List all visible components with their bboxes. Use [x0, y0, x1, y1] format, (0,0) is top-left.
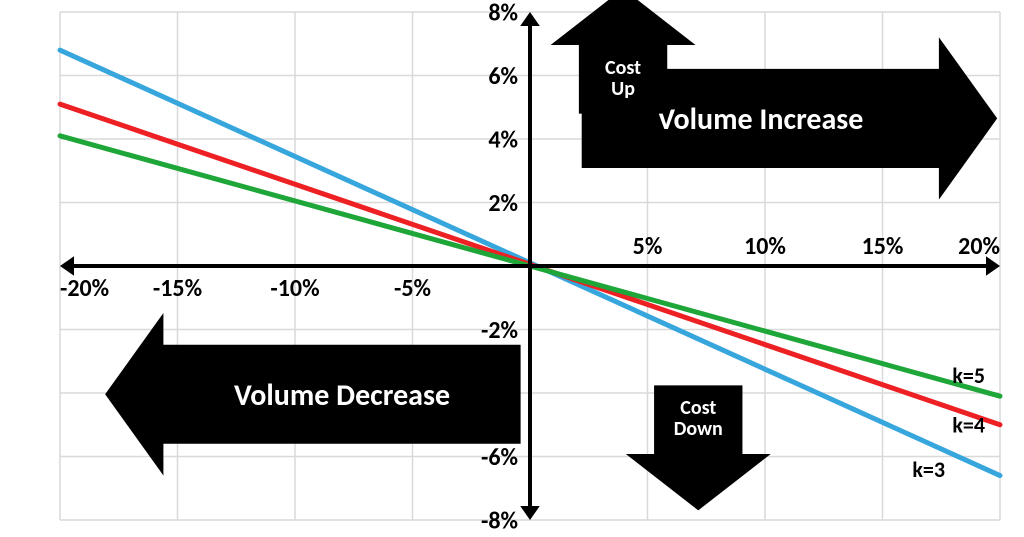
- volume-increase-arrow-label: Volume Increase: [657, 101, 863, 138]
- cost-up-arrow-label-2: Up: [611, 77, 635, 101]
- y-tick-label: 8%: [488, 0, 518, 27]
- x-tick-label: -5%: [394, 274, 431, 303]
- x-tick-label: 10%: [744, 232, 786, 261]
- y-tick-label: 4%: [488, 125, 518, 154]
- x-tick-label: 15%: [862, 232, 904, 261]
- cost-down-arrow-label-2: Down: [674, 417, 723, 441]
- y-tick-label: 2%: [488, 189, 518, 218]
- volume-decrease-arrow-label: Volume Decrease: [234, 377, 450, 414]
- y-tick-label: -8%: [481, 506, 518, 535]
- x-tick-label: 5%: [633, 232, 663, 261]
- volume-decrease-arrow: Volume Decrease: [105, 313, 520, 475]
- chart-stage: -20%-15%-10%-5%5%10%15%20%-8%-6%-4%-2%2%…: [0, 0, 1024, 537]
- y-tick-label: 6%: [488, 62, 518, 91]
- y-tick-label: -6%: [481, 443, 518, 472]
- series-label: k=5: [952, 362, 985, 389]
- series-label: k=3: [912, 456, 945, 483]
- x-tick-label: -10%: [270, 274, 319, 303]
- x-tick-label: -15%: [153, 274, 202, 303]
- series-label: k=4: [952, 411, 985, 438]
- chart-svg: -20%-15%-10%-5%5%10%15%20%-8%-6%-4%-2%2%…: [0, 0, 1024, 537]
- x-tick-label: 20%: [958, 232, 1000, 261]
- x-tick-label: -20%: [60, 274, 109, 303]
- y-tick-label: -2%: [481, 316, 518, 345]
